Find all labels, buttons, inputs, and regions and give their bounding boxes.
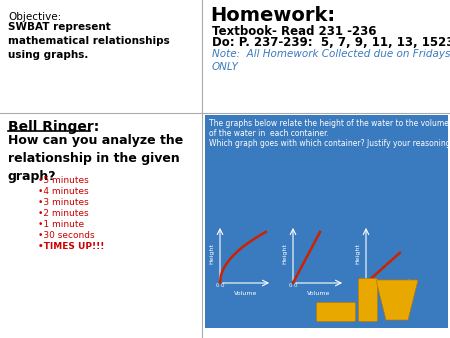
- Text: •TIMES UP!!!: •TIMES UP!!!: [38, 242, 104, 251]
- Text: •4 minutes: •4 minutes: [38, 187, 89, 196]
- Text: How can you analyze the
relationship in the given
graph?: How can you analyze the relationship in …: [8, 134, 183, 183]
- Text: Height: Height: [210, 244, 215, 264]
- Polygon shape: [376, 280, 418, 320]
- Text: Textbook- Read 231 -236: Textbook- Read 231 -236: [212, 25, 377, 38]
- Text: •5 minutes: •5 minutes: [38, 176, 89, 185]
- Text: Bell Ringer:: Bell Ringer:: [8, 120, 99, 134]
- Text: Volume: Volume: [307, 291, 331, 296]
- Text: Which graph goes with which container? Justify your reasoning.: Which graph goes with which container? J…: [209, 139, 450, 148]
- Text: SWBAT represent
mathematical relationships
using graphs.: SWBAT represent mathematical relationshi…: [8, 22, 170, 60]
- Text: 0: 0: [362, 283, 365, 288]
- Text: Volume: Volume: [234, 291, 258, 296]
- FancyBboxPatch shape: [359, 279, 378, 321]
- Text: Height: Height: [283, 244, 288, 264]
- Bar: [205, 115, 448, 328]
- Text: Note:  All Homework Collected due on Fridays
ONLY: Note: All Homework Collected due on Frid…: [212, 49, 450, 72]
- Text: •30 seconds: •30 seconds: [38, 231, 94, 240]
- Text: of the water in  each container.: of the water in each container.: [209, 129, 329, 138]
- Text: 0: 0: [221, 283, 225, 288]
- Text: •3 minutes: •3 minutes: [38, 198, 89, 207]
- Text: Volume: Volume: [380, 291, 404, 296]
- Text: 0: 0: [216, 283, 220, 288]
- Text: Do: P. 237-239:  5, 7, 9, 11, 13, 1523: Do: P. 237-239: 5, 7, 9, 11, 13, 1523: [212, 36, 450, 49]
- Text: 0: 0: [367, 283, 370, 288]
- Text: Objective:: Objective:: [8, 12, 61, 22]
- Text: Height: Height: [356, 244, 360, 264]
- Text: The graphs below relate the height of the water to the volume: The graphs below relate the height of th…: [209, 119, 449, 128]
- Text: •1 minute: •1 minute: [38, 220, 84, 229]
- Text: •2 minutes: •2 minutes: [38, 209, 89, 218]
- FancyBboxPatch shape: [316, 303, 356, 321]
- Text: 0: 0: [294, 283, 297, 288]
- Text: Homework:: Homework:: [210, 6, 335, 25]
- Text: 0: 0: [289, 283, 293, 288]
